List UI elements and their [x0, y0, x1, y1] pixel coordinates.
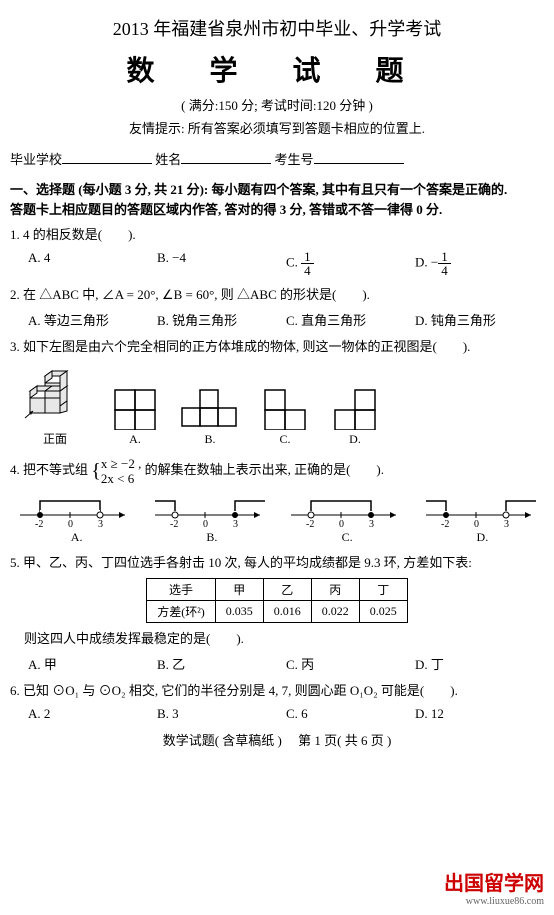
svg-text:0: 0: [203, 519, 208, 528]
q6-opt-a: A. 2: [28, 706, 157, 722]
q6-options: A. 2 B. 3 C. 6 D. 12: [28, 706, 544, 722]
watermark: 出国留学网 www.liuxue86.com: [444, 867, 544, 907]
q5-opt-d: D. 丁: [415, 654, 544, 673]
q2-opt-b: B. 锐角三角形: [157, 310, 286, 329]
page-footer: 数学试题( 含草稿纸 ) 第 1 页( 共 6 页 ): [10, 730, 544, 749]
question-6: 6. 已知 ⊙O₁ 与 ⊙O₂ 相交, 它们的半径分别是 4, 7, 则圆心距 …: [10, 681, 544, 702]
section-1: 一、选择题 (每小题 3 分, 共 21 分): 每小题有四个答案, 其中有且只…: [10, 180, 544, 219]
q2-options: A. 等边三角形 B. 锐角三角形 C. 直角三角形 D. 钝角三角形: [28, 310, 544, 329]
numline-d-icon: -2 0 3: [421, 493, 541, 528]
q4-label-a: A.: [15, 530, 138, 545]
svg-text:3: 3: [98, 519, 103, 528]
question-3: 3. 如下左图是由六个完全相同的正方体堆成的物体, 则这一物体的正视图是( ).: [10, 337, 544, 358]
q3-label-d: D.: [330, 432, 380, 447]
svg-text:-2: -2: [441, 519, 449, 528]
q4-label-b: B.: [150, 530, 273, 545]
q5-opt-b: B. 乙: [157, 654, 286, 673]
td-v1: 0.035: [215, 601, 263, 623]
section-heading-2: 答题卡上相应题目的答题区域内作答, 答对的得 3 分, 答错或不答一律得 0 分…: [10, 202, 442, 217]
q6-opt-d: D. 12: [415, 706, 544, 722]
exam-header: 2013 年福建省泉州市初中毕业、升学考试: [10, 15, 544, 41]
q4-ineq2: 2x < 6: [101, 471, 134, 486]
exam-title: 数 学 试 题: [10, 49, 544, 89]
question-2: 2. 在 △ABC 中, ∠A = 20°, ∠B = 60°, 则 △ABC …: [10, 285, 544, 306]
q1-opt-a: A. 4: [28, 250, 157, 277]
td-v2: 0.016: [263, 601, 311, 623]
q5-options: A. 甲 B. 乙 C. 丙 D. 丁: [28, 654, 544, 673]
numline-a-icon: -2 0 3: [15, 493, 135, 528]
th-d: 丁: [359, 579, 407, 601]
q4-opt-b: -2 0 3 B.: [150, 493, 273, 545]
q5-opt-c: C. 丙: [286, 654, 415, 673]
exam-subtitle: ( 满分:150 分; 考试时间:120 分钟 ): [10, 95, 544, 114]
svg-text:3: 3: [504, 519, 509, 528]
q5-text2: 则这四人中成绩发挥最稳定的是( ).: [24, 629, 544, 650]
question-5: 5. 甲、乙、丙、丁四位选手各射击 10 次, 每人的平均成绩都是 9.3 环,…: [10, 553, 544, 574]
th-b: 乙: [263, 579, 311, 601]
q3-figures: 正面 A. B. C.: [20, 363, 544, 447]
q2-opt-d: D. 钝角三角形: [415, 310, 544, 329]
exam-hint: 友情提示: 所有答案必须填写到答题卡相应的位置上.: [10, 118, 544, 137]
section-heading-1: 一、选择题 (每小题 3 分, 共 21 分): 每小题有四个答案, 其中有且只…: [10, 182, 507, 197]
variance-table: 选手 甲 乙 丙 丁 方差(环²) 0.035 0.016 0.022 0.02…: [146, 578, 408, 623]
th-a: 甲: [215, 579, 263, 601]
q4-ineq1: x ≥ −2 ,: [101, 456, 141, 471]
q4-pre: 4. 把不等式组: [10, 462, 88, 477]
q1-opt-d: D. −14: [415, 250, 544, 277]
q3-opt-a: A.: [110, 385, 160, 447]
svg-text:3: 3: [233, 519, 238, 528]
view-c-icon: [260, 385, 310, 430]
q6-opt-c: C. 6: [286, 706, 415, 722]
numline-c-icon: -2 0 3: [286, 493, 406, 528]
q4-opt-d: -2 0 3 D.: [421, 493, 544, 545]
q1-opt-c: C. 14: [286, 250, 415, 277]
q3-opt-d: D.: [330, 385, 380, 447]
th-player: 选手: [147, 579, 216, 601]
q4-label-d: D.: [421, 530, 544, 545]
q6-opt-b: B. 3: [157, 706, 286, 722]
svg-text:-2: -2: [306, 519, 314, 528]
td-label: 方差(环²): [147, 601, 216, 623]
svg-text:-2: -2: [35, 519, 43, 528]
q3-label-a: A.: [110, 432, 160, 447]
td-v3: 0.022: [311, 601, 359, 623]
th-c: 丙: [311, 579, 359, 601]
q3-label-b: B.: [180, 432, 240, 447]
q3-3d-figure: 正面: [20, 363, 90, 447]
question-4: 4. 把不等式组 { x ≥ −2 , 2x < 6 的解集在数轴上表示出来, …: [10, 455, 544, 487]
watermark-url: www.liuxue86.com: [444, 896, 544, 907]
q4-options: -2 0 3 A. -2 0 3 B. -2 0 3 C.: [15, 493, 544, 545]
id-label: 考生号: [275, 152, 314, 167]
td-v4: 0.025: [359, 601, 407, 623]
svg-text:-2: -2: [170, 519, 178, 528]
view-d-icon: [330, 385, 380, 430]
q4-post: 的解集在数轴上表示出来, 正确的是( ).: [145, 462, 384, 477]
q3-opt-c: C.: [260, 385, 310, 447]
cube-3d-icon: [20, 363, 90, 428]
q4-opt-c: -2 0 3 C.: [286, 493, 409, 545]
view-a-icon: [110, 385, 160, 430]
q3-opt-b: B.: [180, 385, 240, 447]
svg-text:0: 0: [339, 519, 344, 528]
q1-options: A. 4 B. −4 C. 14 D. −14: [28, 250, 544, 277]
svg-text:3: 3: [369, 519, 374, 528]
q2-opt-c: C. 直角三角形: [286, 310, 415, 329]
svg-text:0: 0: [68, 519, 73, 528]
q4-label-c: C.: [286, 530, 409, 545]
q3-label-c: C.: [260, 432, 310, 447]
q1-opt-b: B. −4: [157, 250, 286, 277]
name-label: 姓名: [155, 152, 181, 167]
view-b-icon: [180, 385, 240, 430]
front-label: 正面: [20, 430, 90, 447]
q2-opt-a: A. 等边三角形: [28, 310, 157, 329]
school-label: 毕业学校: [10, 152, 62, 167]
numline-b-icon: -2 0 3: [150, 493, 270, 528]
q4-opt-a: -2 0 3 A.: [15, 493, 138, 545]
svg-text:0: 0: [474, 519, 479, 528]
q5-opt-a: A. 甲: [28, 654, 157, 673]
watermark-text: 出国留学网: [444, 867, 544, 896]
question-1: 1. 4 的相反数是( ).: [10, 225, 544, 246]
student-info: 毕业学校 姓名 考生号: [10, 149, 544, 168]
